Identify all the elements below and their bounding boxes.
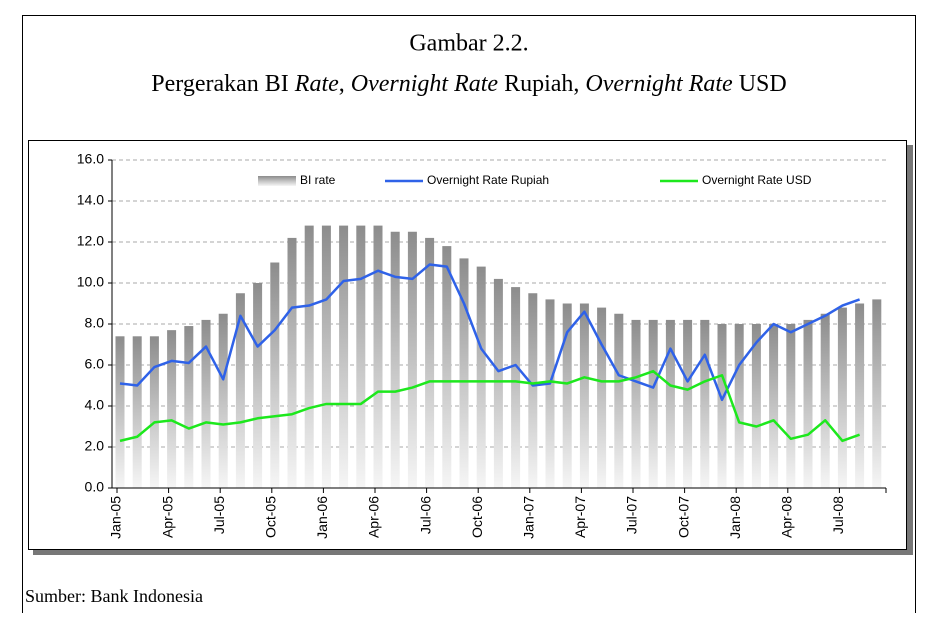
bar [528, 293, 538, 488]
bar [115, 336, 125, 488]
subtitle-part: Overnight Rate [351, 71, 499, 97]
y-tick-label: 14.0 [77, 192, 104, 208]
subtitle-part: Overnight Rate [585, 71, 733, 97]
source: Sumber: Bank Indonesia [25, 586, 203, 606]
x-tick-label: Jan-06 [314, 496, 330, 539]
subtitle-part: , [339, 71, 351, 97]
line-series [119, 369, 861, 443]
y-tick-label: 10.0 [77, 274, 104, 290]
legend-label: Overnight Rate Rupiah [427, 173, 549, 187]
x-tick-label: Jul-08 [830, 496, 846, 534]
bar [321, 225, 331, 488]
bar [855, 303, 865, 488]
bar [820, 313, 830, 488]
x-tick-label: Oct-07 [675, 496, 691, 538]
y-tick-label: 6.0 [85, 356, 105, 372]
bar [304, 225, 314, 488]
x-tick-label: Jul-06 [417, 496, 433, 534]
subtitle-part: Rate [294, 71, 339, 97]
bar [184, 326, 194, 488]
bar [425, 237, 435, 488]
x-tick-label: Apr-05 [159, 496, 175, 538]
y-tick-label: 0.0 [85, 479, 105, 495]
x-tick-label: Jan-07 [521, 496, 537, 539]
bar [339, 225, 349, 488]
bar [253, 283, 263, 488]
bar [476, 266, 486, 488]
x-tick-label: Oct-05 [263, 496, 279, 538]
figure-subtitle: Pergerakan BI Rate, Overnight Rate Rupia… [151, 71, 786, 97]
line-series [119, 263, 861, 402]
x-tick-label: Jan-05 [108, 496, 124, 539]
legend-label: BI rate [300, 173, 336, 187]
legend-label: Overnight Rate USD [702, 173, 812, 187]
bar [149, 336, 159, 488]
y-tick-label: 4.0 [85, 397, 105, 413]
x-tick-label: Jul-07 [624, 496, 640, 534]
x-tick-label: Jan-08 [727, 496, 743, 539]
bar [769, 324, 779, 488]
bar [734, 324, 744, 488]
bar [511, 287, 521, 488]
x-tick-label: Jul-05 [211, 496, 227, 534]
bar [545, 299, 555, 488]
bar [270, 262, 280, 488]
x-tick-label: Oct-06 [469, 496, 485, 538]
bar [717, 324, 727, 488]
figure-title: Gambar 2.2. [409, 31, 528, 57]
bar [201, 319, 211, 488]
bar [373, 225, 383, 488]
bar [132, 336, 142, 488]
bar [390, 231, 400, 488]
bar [356, 225, 366, 488]
bar [493, 278, 503, 488]
bar [442, 246, 452, 488]
y-tick-label: 16.0 [77, 151, 104, 167]
x-tick-label: Apr-08 [779, 496, 795, 538]
bar [562, 303, 572, 488]
bar [683, 319, 693, 488]
subtitle-part: Rupiah, [498, 71, 585, 97]
bar [407, 231, 417, 488]
x-tick-label: Apr-06 [366, 496, 382, 538]
bar [218, 313, 228, 488]
legend-swatch [258, 176, 296, 186]
bar [751, 324, 761, 488]
y-tick-label: 8.0 [85, 315, 105, 331]
bar [872, 299, 882, 488]
bar [837, 307, 847, 488]
y-tick-label: 2.0 [85, 438, 105, 454]
y-tick-label: 12.0 [77, 233, 104, 249]
bar [631, 319, 641, 488]
bar [648, 319, 658, 488]
bar [597, 307, 607, 488]
bar [167, 330, 177, 488]
bar [579, 303, 589, 488]
bar [786, 324, 796, 488]
outer-border [22, 15, 916, 618]
bar [700, 319, 710, 488]
bar [614, 313, 624, 488]
bar [459, 258, 469, 488]
bar [235, 293, 245, 488]
bar [803, 319, 813, 488]
bar [287, 237, 297, 488]
x-tick-label: Apr-07 [572, 496, 588, 538]
subtitle-part: Pergerakan BI [151, 71, 295, 97]
subtitle-part: USD [733, 71, 787, 97]
bar [665, 319, 675, 488]
plot: 0.0 2.0 4.0 6.0 8.0 10.0 12.0 14.0 16.0 Jan-05 Apr… [77, 151, 887, 539]
